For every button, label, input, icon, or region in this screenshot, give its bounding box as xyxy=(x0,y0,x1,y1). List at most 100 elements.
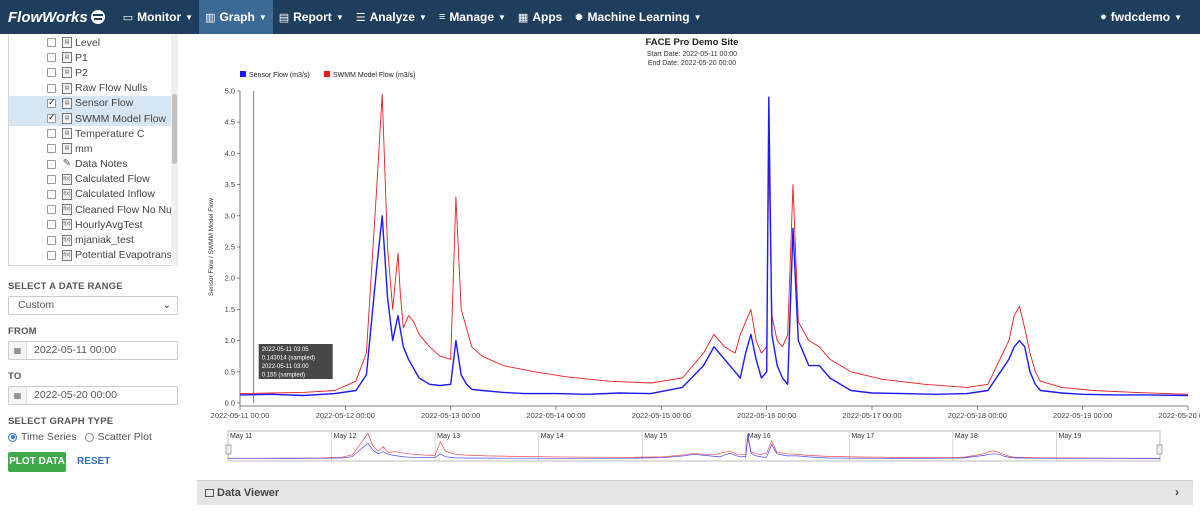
table-icon: ▤ xyxy=(62,128,72,140)
nav-manage[interactable]: ≡ Manage ▼ xyxy=(433,0,512,34)
x-tick-label: 2022-05-19 00:00 xyxy=(1053,411,1112,420)
chevron-down-icon: ⌄ xyxy=(162,300,171,311)
globe-icon xyxy=(90,10,105,24)
tree-item[interactable]: f(x) mjaniak_test xyxy=(9,232,177,247)
tree-checkbox[interactable] xyxy=(47,38,56,48)
tree-item[interactable]: ▤ P1 xyxy=(9,50,177,65)
tree-checkbox[interactable] xyxy=(47,112,56,124)
list-icon: ☰ xyxy=(355,11,366,24)
date-range-label: SELECT A DATE RANGE xyxy=(8,281,123,292)
nav-monitor[interactable]: ▭ Monitor ▼ xyxy=(117,0,199,34)
gears-icon: ✹ xyxy=(574,11,584,24)
formula-icon: f(x) xyxy=(62,219,72,231)
radio-time-series-label[interactable]: Time Series xyxy=(21,431,77,443)
chart-title: FACE Pro Demo Site xyxy=(646,37,739,48)
y-tick-label: 4.5 xyxy=(225,118,235,127)
navigator-tick-label: May 17 xyxy=(851,433,874,440)
tree-checkbox[interactable] xyxy=(47,189,56,199)
tree-checkbox[interactable] xyxy=(47,205,56,215)
scrollbar-thumb[interactable] xyxy=(172,94,177,164)
data-viewer-label: Data Viewer xyxy=(217,487,280,499)
tree-checkbox[interactable] xyxy=(47,250,56,260)
tree-item-label: SWMM Model Flow xyxy=(75,112,167,125)
tree-item[interactable]: ✎ Data Notes xyxy=(9,157,177,172)
graph-type-label: SELECT GRAPH TYPE xyxy=(8,416,114,427)
radio-time-series[interactable] xyxy=(8,432,17,442)
radio-scatter-plot[interactable] xyxy=(84,432,94,442)
x-tick-label: 2022-05-20 00:00 xyxy=(1158,411,1200,420)
tree-item-label: Cleaned Flow No Nulls xyxy=(75,203,178,216)
tree-checkbox[interactable] xyxy=(47,235,56,245)
tree-checkbox[interactable] xyxy=(47,144,56,154)
navigator-tick-label: May 15 xyxy=(644,433,667,440)
monitor-icon: ▭ xyxy=(122,11,134,24)
nav-label: Analyze xyxy=(369,10,415,24)
y-tick-label: 1.0 xyxy=(225,336,235,345)
tree-item[interactable]: ▤ Level xyxy=(9,35,177,50)
chevron-right-icon[interactable]: › xyxy=(1175,485,1179,499)
nav-graph[interactable]: ▥ Graph ▼ xyxy=(199,0,273,34)
tree-checkbox[interactable] xyxy=(47,83,56,93)
tree-scrollbar[interactable] xyxy=(171,34,178,266)
x-tick-label: 2022-05-11 00:00 xyxy=(211,411,270,420)
to-date-input[interactable]: ▦ 2022-05-20 00:00 xyxy=(8,386,178,405)
tree-item[interactable]: ▤ P2 xyxy=(9,65,177,80)
chart-navigator[interactable]: May 11 May 12 May 13 May 14 May 15 May 16 May … xyxy=(225,430,1163,462)
time-series-chart[interactable]: FACE Pro Demo Site Start Date: 2022-05-1… xyxy=(195,34,1200,474)
tree-item[interactable]: ▤Sensor Flow xyxy=(9,95,177,111)
table-icon: ▤ xyxy=(62,97,72,109)
navigator-right-handle xyxy=(1156,444,1163,455)
tree-checkbox[interactable] xyxy=(47,129,56,139)
reset-button[interactable]: RESET xyxy=(77,456,111,467)
channel-tree: ▤Level▤P1▤P2▤Raw Flow Nulls▤Sensor Flow▤… xyxy=(8,34,178,266)
from-date-input[interactable]: ▦ 2022-05-11 00:00 xyxy=(8,341,178,360)
tree-item[interactable]: ▤ mm xyxy=(9,141,177,156)
tree-checkbox[interactable] xyxy=(47,97,56,108)
table-icon: ▤ xyxy=(62,113,72,125)
plot-data-button[interactable]: PLOT DATA xyxy=(8,452,66,472)
nav-report[interactable]: ▤ Report ▼ xyxy=(273,0,350,34)
nav-label: Manage xyxy=(449,10,494,24)
user-circle-icon: ● xyxy=(1100,11,1107,23)
brand-logo[interactable]: FlowWorks xyxy=(0,0,117,34)
x-tick-label: 2022-05-18 00:00 xyxy=(948,411,1007,420)
radio-scatter-plot-label[interactable]: Scatter Plot xyxy=(97,431,152,443)
x-tick-label: 2022-05-12 00:00 xyxy=(316,411,375,420)
data-viewer-bar[interactable]: Data Viewer › xyxy=(197,480,1193,505)
tree-checkbox[interactable] xyxy=(47,174,56,184)
nav-analyze[interactable]: ☰ Analyze ▼ xyxy=(350,0,433,34)
tree-item[interactable]: f(x) Cleaned Flow No Nulls xyxy=(9,202,177,217)
tree-checkbox[interactable] xyxy=(47,53,56,63)
y-tick-label: 1.5 xyxy=(225,305,235,314)
nav-label: Graph xyxy=(219,10,255,24)
legend-label: Sensor Flow (m3/s) xyxy=(249,72,310,79)
tree-item[interactable]: ▤ Temperature C xyxy=(9,126,177,141)
formula-icon: f(x) xyxy=(62,204,72,216)
table-icon: ▤ xyxy=(62,82,72,94)
tree-item[interactable]: ▤SWMM Model Flow xyxy=(9,110,177,127)
user-menu[interactable]: ● fwdcdemo ▼ xyxy=(1094,0,1188,34)
chart-axes: 0.0 0.5 1.0 1.5 2.0 2.5 3.0 3.5 4.0 4.5 5.0 2022-05… xyxy=(208,87,1200,421)
tree-checkbox[interactable] xyxy=(47,220,56,230)
tree-item[interactable]: f(x) Calculated Flow xyxy=(9,172,177,187)
formula-icon: f(x) xyxy=(62,249,72,261)
series-line-sensor xyxy=(239,96,1189,397)
tree-item[interactable]: f(x) Potential Evapotranspir xyxy=(9,248,177,263)
tree-item-label: mjaniak_test xyxy=(75,234,134,247)
tree-item[interactable]: f(x) Calculated Inflow xyxy=(9,187,177,202)
tooltip-line: 0.155 (sampled) xyxy=(262,373,305,379)
left-sidebar: ▤Level▤P1▤P2▤Raw Flow Nulls▤Sensor Flow▤… xyxy=(0,34,188,511)
tooltip-line: 0.143014 (sampled) xyxy=(262,356,315,362)
tree-checkbox[interactable] xyxy=(47,159,56,169)
table-icon xyxy=(205,489,214,497)
tree-item[interactable]: ▤ Raw Flow Nulls xyxy=(9,81,177,96)
tree-checkbox[interactable] xyxy=(47,68,56,78)
tree-item-label: Temperature C xyxy=(75,127,145,140)
tree-item[interactable]: f(x) HourlyAvgTest xyxy=(9,217,177,232)
user-name: fwdcdemo xyxy=(1110,10,1171,24)
date-range-select[interactable]: Custom ⌄ xyxy=(8,296,178,315)
nav-apps[interactable]: ▦ Apps xyxy=(512,0,568,34)
x-tick-label: 2022-05-13 00:00 xyxy=(421,411,480,420)
nav-machine-learning[interactable]: ✹ Machine Learning ▼ xyxy=(568,0,707,34)
sliders-icon: ≡ xyxy=(438,11,446,23)
